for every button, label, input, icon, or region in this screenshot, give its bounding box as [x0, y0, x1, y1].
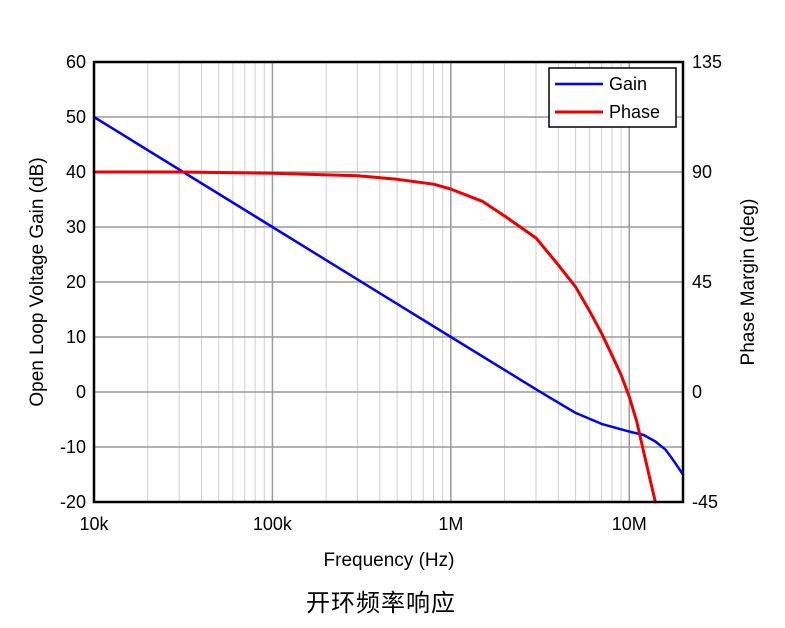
y-left-tick-label: 30 — [66, 217, 86, 237]
legend-box — [548, 67, 677, 128]
x-axis-title: Frequency (Hz) — [324, 550, 455, 571]
tick-labels: 10k 100k 1M 10M 60 50 40 30 20 10 0 -10 -20 135 90 45 0 -… — [60, 52, 722, 534]
gain-series-line — [92, 115, 685, 476]
legend: Gain Phase — [548, 67, 677, 128]
x-tick-label: 1M — [438, 514, 463, 534]
open-loop-chart: 10k 100k 1M 10M 60 50 40 30 20 10 0 -10 -20 135 90 45 0 -… — [27, 52, 759, 571]
y-left-tick-label: -10 — [60, 437, 86, 457]
phase-series-line — [92, 170, 657, 504]
y-left-tick-label: 40 — [66, 162, 86, 182]
legend-gain-label: Gain — [609, 74, 647, 94]
y-left-tick-label: 20 — [66, 272, 86, 292]
y-left-tick-label: 0 — [76, 382, 86, 402]
plot-frame — [92, 60, 685, 504]
x-tick-label: 10k — [79, 514, 109, 534]
y-axis-right-title: Phase Margin (deg) — [738, 199, 759, 366]
y-left-tick-label: 60 — [66, 52, 86, 72]
y-right-tick-label: 0 — [692, 382, 702, 402]
y-left-tick-label: 10 — [66, 327, 86, 347]
x-tick-label: 10M — [612, 514, 647, 534]
y-right-tick-label: 90 — [692, 162, 712, 182]
y-axis-left-title: Open Loop Voltage Gain (dB) — [27, 157, 48, 406]
x-tick-label: 100k — [253, 514, 293, 534]
chart-caption: 开环频率响应 — [306, 589, 456, 617]
legend-phase-label: Phase — [609, 102, 660, 122]
y-right-tick-label: 135 — [692, 52, 722, 72]
y-left-tick-label: -20 — [60, 492, 86, 512]
series-layer — [92, 115, 685, 504]
y-left-tick-label: 50 — [66, 107, 86, 127]
y-right-tick-label: 45 — [692, 272, 712, 292]
y-right-tick-label: -45 — [692, 492, 718, 512]
